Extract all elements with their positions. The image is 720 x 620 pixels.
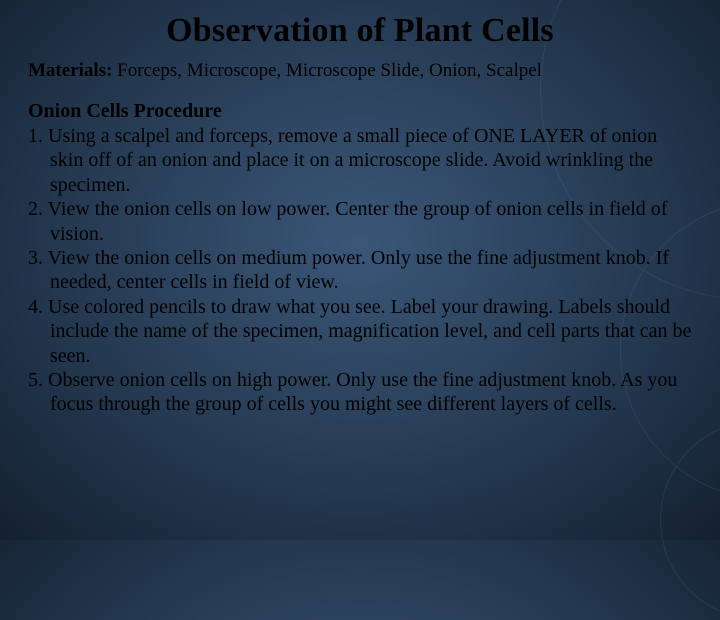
materials-list: Forceps, Microscope, Microscope Slide, O… [117, 60, 542, 81]
procedure-step: 5. Observe onion cells on high power. On… [28, 368, 692, 417]
materials-label: Materials: [28, 60, 112, 81]
procedure-heading: Onion Cells Procedure [28, 100, 692, 123]
slide-title: Observation of Plant Cells [28, 12, 692, 50]
procedure-step: 3. View the onion cells on medium power.… [28, 246, 692, 295]
procedure-step: 1. Using a scalpel and forceps, remove a… [28, 124, 692, 197]
procedure-step: 4. Use colored pencils to draw what you … [28, 295, 692, 368]
materials-line: Materials: Forceps, Microscope, Microsco… [28, 60, 692, 82]
procedure-step: 2. View the onion cells on low power. Ce… [28, 197, 692, 246]
slide-content: Observation of Plant Cells Materials: Fo… [0, 0, 720, 540]
procedure-steps: 1. Using a scalpel and forceps, remove a… [28, 124, 692, 417]
